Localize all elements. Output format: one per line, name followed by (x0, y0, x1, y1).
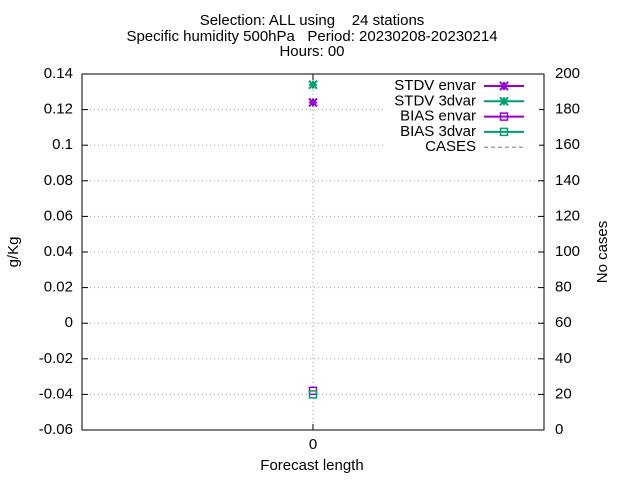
legend-marker (499, 127, 509, 137)
y2-tick-label: 200 (555, 65, 580, 82)
y-tick-label: -0.06 (39, 421, 73, 438)
plot-frame (81, 73, 545, 431)
point (308, 97, 318, 108)
y2-tick-label: 180 (555, 101, 580, 118)
legend-label: BIAS 3dvar (400, 123, 476, 140)
y2-tick-label: 120 (555, 207, 580, 224)
y2-tick-label: 40 (555, 350, 572, 367)
legend-marker (499, 112, 509, 121)
y-tick-label: 0 (65, 314, 73, 331)
legend-marker (499, 81, 509, 91)
y-tick-label: 0.08 (44, 172, 73, 189)
legend-label: CASES (425, 138, 476, 155)
y2-tick-label: 160 (555, 136, 580, 153)
x-axis-label: Forecast length (260, 457, 363, 474)
legend-label: STDV envar (394, 77, 476, 94)
y2-tick-label: 20 (555, 385, 572, 402)
title-line: Selection: ALL using 24 stations (200, 12, 425, 29)
y2-tick-label: 140 (555, 172, 580, 189)
y-tick-label: -0.04 (39, 385, 73, 402)
y-tick-label: 0.06 (44, 207, 73, 224)
y2-tick-label: 60 (555, 314, 572, 331)
y-tick-label: 0.14 (44, 65, 73, 82)
y-tick-label: 0.12 (44, 101, 73, 118)
legend-marker (499, 96, 509, 107)
y2-axis-label: No cases (594, 221, 611, 284)
point (308, 390, 318, 399)
y-tick-label: -0.02 (39, 350, 73, 367)
legend-label: BIAS envar (400, 108, 476, 125)
y2-tick-label: 100 (555, 243, 580, 260)
title-line: Hours: 00 (279, 43, 344, 60)
y2-tick-label: 80 (555, 279, 572, 296)
title-line: Specific humidity 500hPa Period: 2023020… (126, 28, 497, 45)
y-tick-label: 0.1 (52, 136, 73, 153)
y2-tick-label: 0 (555, 421, 563, 438)
legend-label: STDV 3dvar (394, 92, 476, 109)
x-tick-label: 0 (309, 436, 317, 453)
y-tick-label: 0.02 (44, 279, 73, 296)
y-tick-label: 0.04 (44, 243, 73, 260)
y-axis-label: g/Kg (5, 237, 22, 268)
point (308, 79, 318, 90)
